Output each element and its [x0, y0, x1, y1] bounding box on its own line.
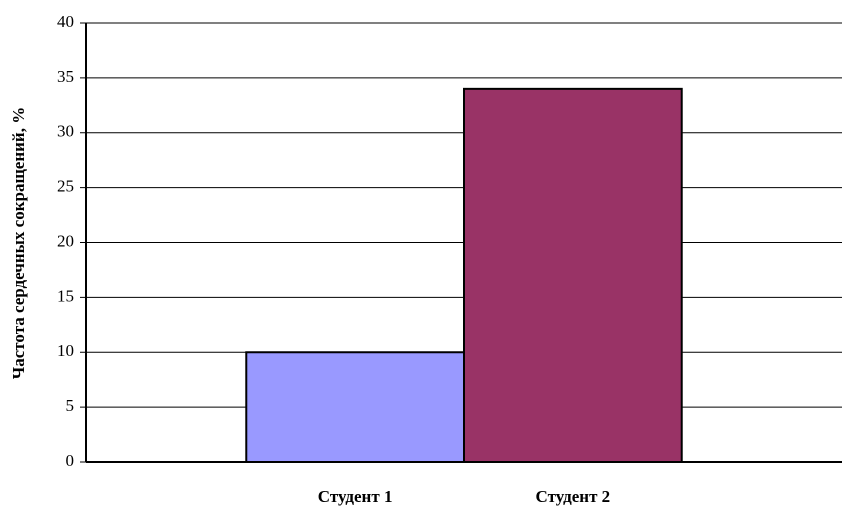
x-tick-label: Студент 1	[318, 487, 393, 506]
y-tick-label: 0	[66, 451, 75, 470]
y-tick-label: 20	[57, 231, 74, 250]
bar	[463, 87, 683, 463]
y-tick-label: 10	[57, 341, 74, 360]
y-tick-label: 15	[57, 286, 74, 305]
y-tick-label: 35	[57, 67, 74, 86]
y-tick-label: 40	[57, 12, 74, 31]
bar	[245, 351, 465, 463]
y-tick-label: 25	[57, 177, 74, 196]
x-tick-label: Студент 2	[536, 487, 611, 506]
y-axis-label: Частота сердечных сокращений, %	[9, 107, 28, 379]
y-tick-label: 5	[66, 396, 75, 415]
y-tick-label: 30	[57, 122, 74, 141]
